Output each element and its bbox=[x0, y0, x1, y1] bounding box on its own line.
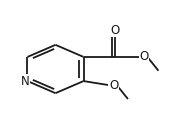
Text: N: N bbox=[21, 75, 30, 88]
Text: O: O bbox=[110, 24, 120, 37]
Text: O: O bbox=[139, 50, 149, 63]
Text: O: O bbox=[109, 79, 118, 92]
